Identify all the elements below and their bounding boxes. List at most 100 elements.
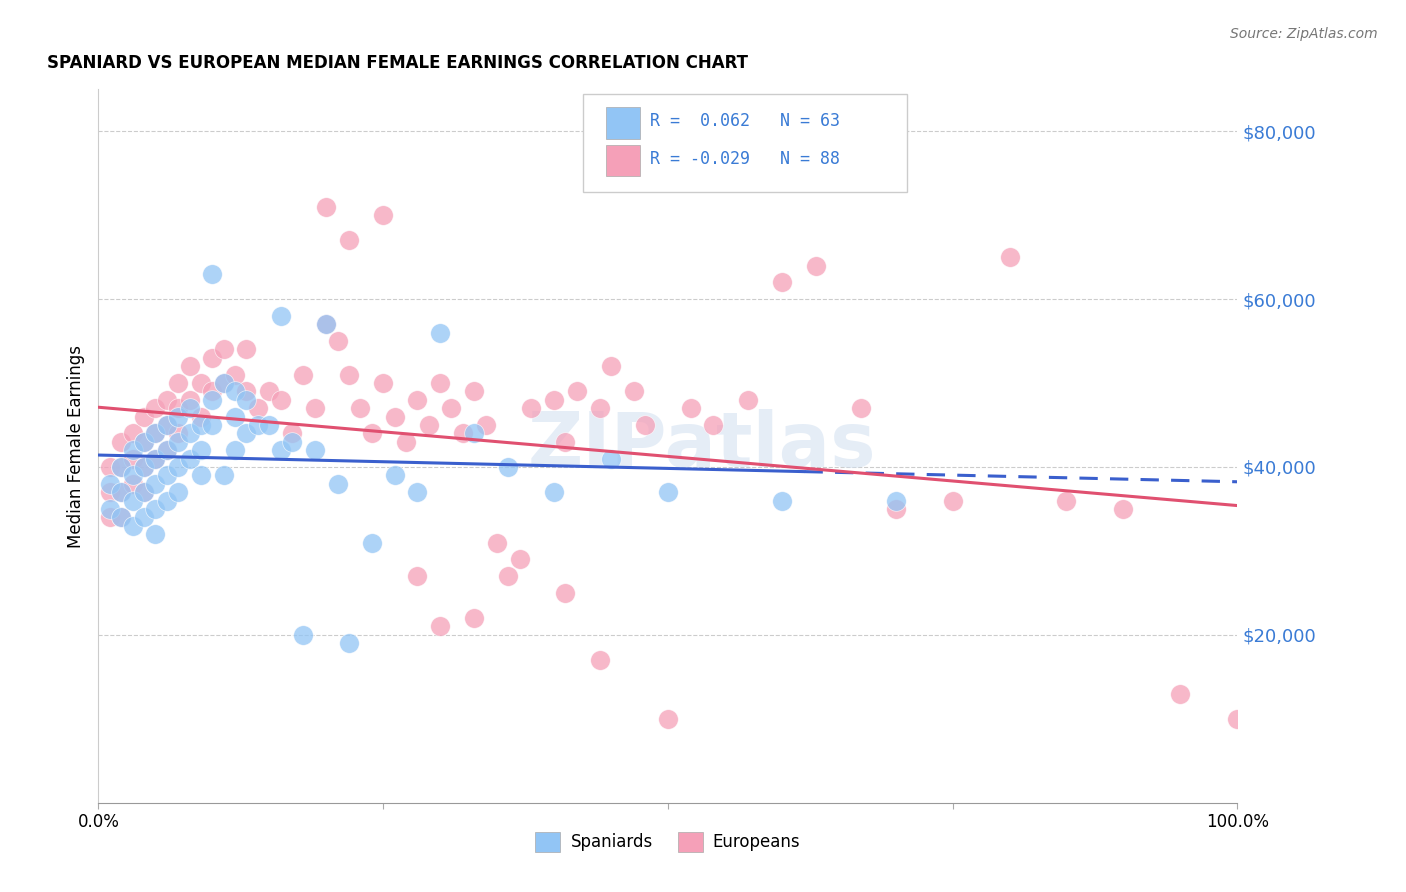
Point bbox=[451, 426, 474, 441]
Point bbox=[737, 392, 759, 407]
Point bbox=[520, 401, 543, 416]
Point bbox=[156, 443, 179, 458]
Point bbox=[235, 392, 257, 407]
Point bbox=[132, 460, 155, 475]
Point bbox=[1226, 712, 1249, 726]
Point bbox=[474, 417, 496, 432]
Point bbox=[337, 368, 360, 382]
Point bbox=[167, 376, 190, 390]
Point bbox=[270, 443, 292, 458]
Point bbox=[156, 443, 179, 458]
Point bbox=[429, 376, 451, 390]
Point bbox=[418, 417, 440, 432]
Point bbox=[634, 417, 657, 432]
Point bbox=[145, 426, 167, 441]
Point bbox=[463, 611, 485, 625]
Point bbox=[145, 502, 167, 516]
Point bbox=[121, 426, 143, 441]
Point bbox=[884, 502, 907, 516]
Point bbox=[156, 417, 179, 432]
Point bbox=[156, 392, 179, 407]
Point bbox=[509, 552, 531, 566]
Point bbox=[145, 527, 167, 541]
Point bbox=[121, 493, 143, 508]
Point bbox=[1170, 687, 1192, 701]
Text: SPANIARD VS EUROPEAN MEDIAN FEMALE EARNINGS CORRELATION CHART: SPANIARD VS EUROPEAN MEDIAN FEMALE EARNI… bbox=[48, 54, 748, 72]
Point bbox=[259, 384, 281, 399]
Point bbox=[371, 208, 394, 222]
Point bbox=[770, 275, 793, 289]
Legend: Spaniards, Europeans: Spaniards, Europeans bbox=[529, 825, 807, 859]
Point bbox=[224, 384, 246, 399]
Point bbox=[190, 443, 212, 458]
Point bbox=[406, 569, 429, 583]
Point bbox=[110, 460, 132, 475]
Point bbox=[110, 510, 132, 524]
Point bbox=[110, 510, 132, 524]
Y-axis label: Median Female Earnings: Median Female Earnings bbox=[66, 344, 84, 548]
Point bbox=[121, 518, 143, 533]
Point bbox=[156, 468, 179, 483]
Point bbox=[212, 468, 235, 483]
Point bbox=[679, 401, 702, 416]
Point bbox=[588, 653, 610, 667]
Point bbox=[588, 401, 610, 416]
Point bbox=[270, 309, 292, 323]
Point bbox=[246, 417, 269, 432]
Point bbox=[121, 443, 143, 458]
Point bbox=[167, 460, 190, 475]
Point bbox=[623, 384, 645, 399]
Point bbox=[360, 426, 382, 441]
Point bbox=[292, 628, 315, 642]
Point bbox=[201, 392, 224, 407]
Point bbox=[600, 359, 623, 374]
Point bbox=[121, 476, 143, 491]
Point bbox=[349, 401, 371, 416]
Point bbox=[463, 384, 485, 399]
Point bbox=[270, 392, 292, 407]
Point bbox=[179, 359, 201, 374]
Point bbox=[190, 468, 212, 483]
Point bbox=[212, 343, 235, 357]
Point bbox=[179, 451, 201, 466]
Point bbox=[998, 250, 1021, 264]
Point bbox=[167, 485, 190, 500]
Point bbox=[498, 460, 520, 475]
Point bbox=[190, 417, 212, 432]
Point bbox=[132, 434, 155, 449]
Point bbox=[884, 493, 907, 508]
Point bbox=[132, 510, 155, 524]
Point bbox=[600, 451, 623, 466]
Point bbox=[156, 417, 179, 432]
Point bbox=[235, 426, 257, 441]
Point bbox=[337, 636, 360, 650]
Point bbox=[179, 426, 201, 441]
Point bbox=[406, 392, 429, 407]
Text: R = -0.029   N = 88: R = -0.029 N = 88 bbox=[650, 150, 839, 168]
Point bbox=[235, 384, 257, 399]
Point bbox=[110, 460, 132, 475]
Point bbox=[179, 392, 201, 407]
Point bbox=[498, 569, 520, 583]
Point bbox=[292, 368, 315, 382]
Point bbox=[179, 401, 201, 416]
Point bbox=[315, 200, 337, 214]
Point bbox=[326, 476, 349, 491]
Point bbox=[259, 417, 281, 432]
Text: Source: ZipAtlas.com: Source: ZipAtlas.com bbox=[1230, 27, 1378, 41]
Point bbox=[121, 468, 143, 483]
Point bbox=[132, 460, 155, 475]
Point bbox=[167, 434, 190, 449]
Point bbox=[212, 376, 235, 390]
Point bbox=[224, 368, 246, 382]
Point bbox=[190, 376, 212, 390]
Point bbox=[770, 493, 793, 508]
Point bbox=[1112, 502, 1135, 516]
Point bbox=[543, 485, 565, 500]
Point bbox=[657, 712, 679, 726]
Point bbox=[201, 384, 224, 399]
Point bbox=[132, 485, 155, 500]
Point bbox=[98, 502, 121, 516]
Point bbox=[145, 401, 167, 416]
Point bbox=[98, 476, 121, 491]
